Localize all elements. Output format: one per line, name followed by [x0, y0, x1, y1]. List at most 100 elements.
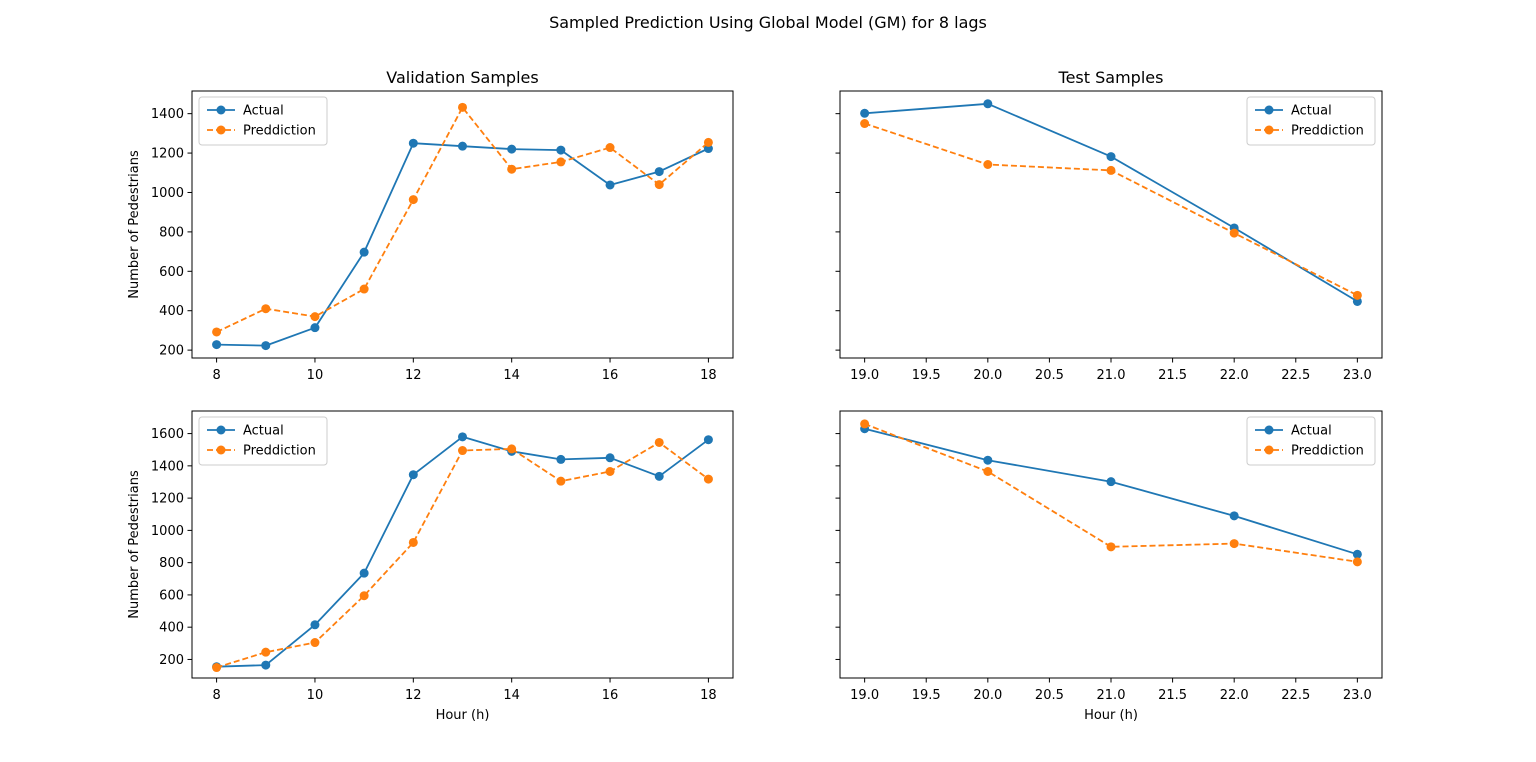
data-point-actual	[1106, 152, 1116, 162]
data-point-actual	[408, 470, 418, 480]
data-point-actual	[408, 138, 418, 148]
data-point-preddiction	[860, 419, 870, 429]
x-tick-label: 8	[212, 368, 220, 383]
legend-label: Actual	[1291, 104, 1332, 119]
legend-label: Preddiction	[243, 444, 316, 459]
x-tick-label: 22.5	[1281, 688, 1310, 703]
data-point-actual	[212, 340, 222, 350]
x-tick-label: 21.5	[1158, 368, 1187, 383]
data-point-actual	[556, 454, 566, 464]
x-tick-label: 19.0	[850, 688, 879, 703]
x-tick-label: 22.0	[1220, 368, 1249, 383]
data-point-preddiction	[1106, 165, 1116, 175]
x-tick-label: 12	[405, 368, 422, 383]
y-tick-label: 1000	[151, 524, 184, 539]
y-axis-label: Number of Pedestrians	[127, 470, 142, 619]
data-point-preddiction	[458, 446, 467, 456]
y-tick-label: 600	[159, 588, 184, 603]
x-tick-label: 21.0	[1097, 368, 1126, 383]
x-tick-label: 16	[602, 688, 619, 703]
x-axis-label: Hour (h)	[436, 708, 490, 723]
legend: Actual Preddiction	[198, 96, 328, 146]
y-tick-label: 1400	[151, 107, 184, 122]
legend-box	[1246, 96, 1376, 146]
data-point-preddiction	[1352, 290, 1362, 300]
x-tick-label: 10	[307, 688, 324, 703]
data-point-preddiction	[1229, 539, 1239, 549]
data-point-actual	[1229, 511, 1239, 521]
x-tick-label: 22.5	[1281, 368, 1310, 383]
x-tick-label: 12	[405, 688, 422, 703]
y-tick-label: 600	[159, 265, 184, 280]
data-point-actual	[654, 167, 664, 177]
series-line-preddiction	[216, 106, 709, 333]
data-point-preddiction	[261, 304, 271, 314]
data-point-preddiction	[408, 537, 418, 547]
data-point-actual	[983, 99, 993, 109]
series-line-actual	[216, 142, 709, 347]
data-point-actual	[507, 144, 517, 154]
y-tick-label: 800	[159, 225, 184, 240]
data-point-actual	[983, 455, 993, 465]
figure-suptitle: Sampled Prediction Using Global Model (G…	[549, 13, 987, 32]
x-tick-label: 20.0	[973, 688, 1002, 703]
legend-label: Preddiction	[243, 124, 316, 139]
data-point-preddiction	[556, 476, 566, 486]
x-tick-label: 21.0	[1097, 688, 1126, 703]
x-tick-label: 20.0	[973, 368, 1002, 383]
legend-marker-actual	[1264, 425, 1274, 435]
y-tick-label: 400	[159, 621, 184, 636]
x-tick-label: 23.0	[1343, 368, 1372, 383]
data-point-preddiction	[359, 591, 369, 601]
data-point-preddiction	[703, 474, 713, 484]
subplot-4: 19.0 19.5 20.0 20.5 21.0 21.5 22.0 22.5 23.0 Hour…	[835, 410, 1383, 723]
data-point-actual	[359, 247, 369, 257]
series-line-preddiction	[864, 122, 1358, 297]
x-tick-label: 18	[700, 688, 717, 703]
legend-box	[198, 416, 328, 466]
data-point-preddiction	[703, 137, 713, 147]
series-line-preddiction	[864, 423, 1358, 563]
axes-frame	[839, 410, 1383, 679]
x-tick-label: 19.5	[912, 368, 941, 383]
legend-marker-actual	[216, 105, 226, 115]
axes-frame	[839, 90, 1383, 359]
x-tick-label: 14	[503, 368, 520, 383]
x-tick-label: 16	[602, 368, 619, 383]
y-tick-label: 400	[159, 304, 184, 319]
x-axis-label: Hour (h)	[1084, 708, 1138, 723]
axes-frame	[191, 90, 734, 359]
data-point-preddiction	[212, 663, 222, 673]
data-point-actual	[605, 453, 615, 463]
y-tick-label: 1200	[151, 492, 184, 507]
y-tick-label: 800	[159, 556, 184, 571]
y-tick-label: 1600	[151, 427, 184, 442]
data-point-preddiction	[605, 143, 615, 153]
data-point-actual	[310, 620, 320, 630]
subplot-3: 8 10 12 14 16 18 200 400 600 800 1000 1200 1400 1600 H…	[127, 410, 734, 723]
data-point-actual	[359, 568, 369, 578]
data-point-preddiction	[458, 102, 467, 112]
x-tick-label: 19.0	[850, 368, 879, 383]
legend-box	[1246, 416, 1376, 466]
x-tick-label: 8	[212, 688, 220, 703]
data-point-preddiction	[507, 444, 517, 454]
x-tick-label: 20.5	[1035, 688, 1064, 703]
subplot-1: Validation Samples 8 10 12 14 16 18 200 400 600 80…	[127, 68, 734, 383]
y-axis-label: Number of Pedestrians	[127, 150, 142, 299]
data-point-actual	[261, 341, 271, 351]
x-tick-label: 19.5	[912, 688, 941, 703]
data-point-actual	[310, 323, 320, 333]
subplot-title: Validation Samples	[386, 68, 538, 87]
data-point-preddiction	[310, 312, 320, 322]
x-tick-label: 23.0	[1343, 688, 1372, 703]
data-point-actual	[703, 435, 713, 445]
data-point-preddiction	[212, 327, 222, 337]
data-point-preddiction	[408, 195, 418, 205]
data-point-preddiction	[654, 180, 664, 190]
legend-marker-preddiction	[1264, 445, 1274, 455]
legend-marker-preddiction	[216, 125, 226, 135]
x-tick-label: 21.5	[1158, 688, 1187, 703]
y-tick-label: 1000	[151, 186, 184, 201]
data-point-preddiction	[359, 284, 369, 294]
